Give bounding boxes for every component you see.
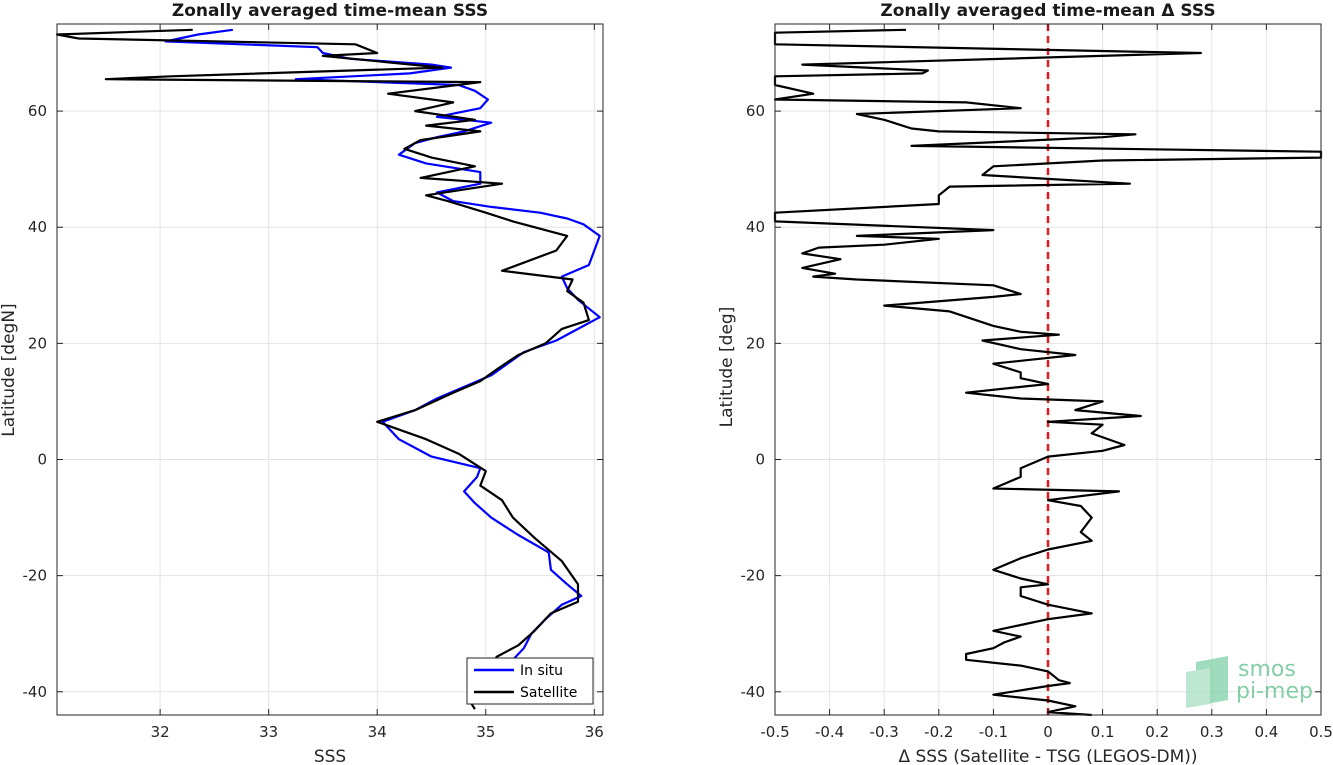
logo-line1: smos — [1238, 657, 1296, 682]
delta-sss-panel: -0.5 -0.4 -0.3 -0.2 -0.1 0 0.1 0.2 0.3 0.4 0.5 -40 -… — [717, 1, 1333, 765]
delta-xlabel: Δ SSS (Satellite - TSG (LEGOS-DM)) — [898, 747, 1197, 765]
sss-xlabel: SSS — [314, 747, 346, 765]
delta-ytick-label: 60 — [746, 102, 765, 120]
sss-xtick-label: 34 — [368, 723, 387, 741]
delta-xtick-label: -0.4 — [815, 723, 844, 741]
sss-plot-area — [57, 24, 603, 715]
sss-title: Zonally averaged time-mean SSS — [172, 1, 488, 21]
sss-legend: In situ Satellite — [466, 657, 594, 705]
delta-xtick-label: -0.2 — [924, 723, 953, 741]
delta-xtick-label: -0.1 — [979, 723, 1008, 741]
delta-grid — [774, 24, 1322, 715]
sss-series — [55, 28, 601, 710]
sss-grid — [57, 24, 603, 715]
sss-axes-box — [56, 23, 604, 716]
sss-ticks: 32 33 34 35 36 -40 -20 0 20 40 60 — [23, 24, 604, 741]
delta-xtick-label: 0 — [1043, 723, 1053, 741]
sss-ylabel: Latitude [degN] — [0, 303, 19, 436]
legend-label-satellite: Satellite — [520, 685, 577, 701]
sss-line-satellite — [55, 28, 591, 710]
smos-pi-mep-logo: smos pi-mep — [1186, 656, 1313, 708]
delta-ticks: -0.5 -0.4 -0.3 -0.2 -0.1 0 0.1 0.2 0.3 0.4 0.5 -40 -… — [741, 24, 1333, 741]
delta-ytick-label: -20 — [741, 567, 766, 585]
logo-mark-layer — [1186, 668, 1210, 708]
legend-box — [466, 657, 594, 705]
delta-xtick-label: 0.4 — [1254, 723, 1278, 741]
delta-ytick-label: 20 — [746, 334, 765, 352]
delta-title: Zonally averaged time-mean Δ SSS — [880, 1, 1215, 21]
sss-xtick-label: 32 — [151, 723, 170, 741]
sss-xtick-label: 33 — [259, 723, 278, 741]
sss-xtick-label: 35 — [476, 723, 495, 741]
sss-panel: 32 33 34 35 36 -40 -20 0 20 40 60 Zonally averaged… — [0, 1, 604, 765]
sss-ytick-label: 40 — [28, 218, 47, 236]
delta-xtick-label: 0.5 — [1309, 723, 1333, 741]
logo-line2: pi-mep — [1236, 679, 1313, 704]
delta-xtick-label: 0.2 — [1145, 723, 1169, 741]
delta-ytick-label: 0 — [755, 451, 765, 469]
sss-ytick-label: 0 — [37, 451, 47, 469]
delta-ytick-label: 40 — [746, 218, 765, 236]
delta-line-series-0 — [773, 28, 1323, 717]
sss-ytick-label: 60 — [28, 102, 47, 120]
sss-ytick-label: 20 — [28, 334, 47, 352]
delta-ylabel: Latitude [deg] — [717, 307, 737, 428]
delta-ytick-label: -40 — [741, 683, 766, 701]
sss-xtick-label: 36 — [585, 723, 604, 741]
sss-line-in-situ — [164, 28, 601, 661]
delta-xtick-label: -0.5 — [760, 723, 789, 741]
delta-xtick-label: -0.3 — [870, 723, 899, 741]
delta-xtick-label: 0.1 — [1091, 723, 1115, 741]
sss-ytick-label: -40 — [23, 683, 48, 701]
delta-xtick-label: 0.3 — [1200, 723, 1224, 741]
sss-ytick-label: -20 — [23, 567, 48, 585]
delta-series — [773, 28, 1323, 717]
legend-label-in-situ: In situ — [520, 663, 563, 679]
